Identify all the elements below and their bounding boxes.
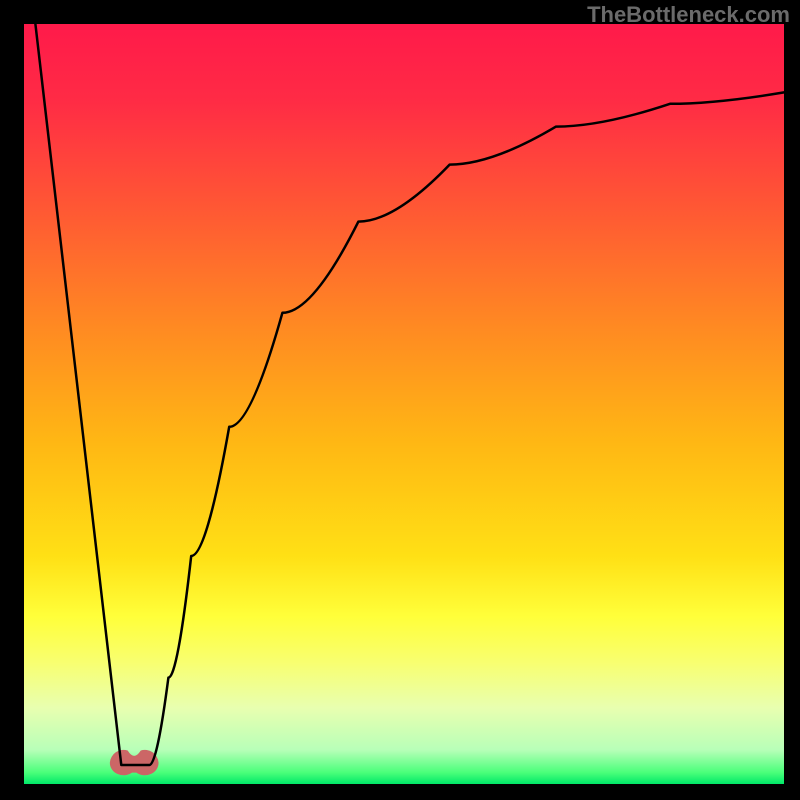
chart-container: TheBottleneck.com [0, 0, 800, 800]
bottleneck-chart [0, 0, 800, 800]
watermark-text: TheBottleneck.com [587, 2, 790, 28]
plot-background [24, 24, 784, 784]
